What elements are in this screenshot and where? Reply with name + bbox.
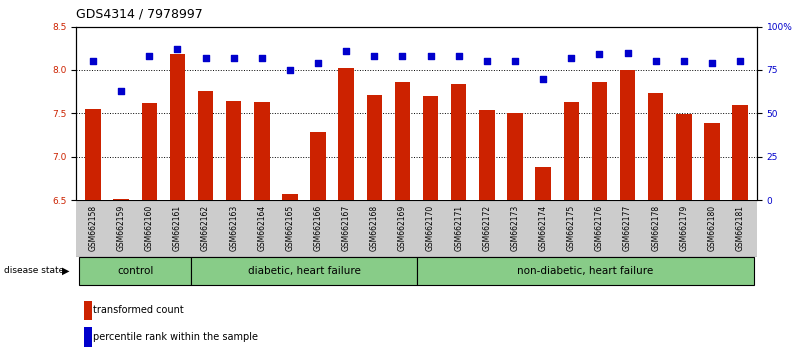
Point [537,76,549,81]
Text: GSM662173: GSM662173 [510,205,520,251]
Bar [564,102,579,200]
Text: GSM662172: GSM662172 [482,205,491,251]
Point [284,67,296,73]
Bar [254,102,269,200]
Text: disease state: disease state [4,266,64,275]
Point [425,53,437,59]
Text: GSM662165: GSM662165 [285,205,295,251]
Text: GSM662163: GSM662163 [229,205,238,251]
Text: GSM662181: GSM662181 [735,205,745,251]
Text: GSM662160: GSM662160 [145,205,154,251]
Bar [282,194,298,200]
Text: GSM662174: GSM662174 [538,205,548,251]
Point [227,55,240,61]
Text: percentile rank within the sample: percentile rank within the sample [94,332,259,342]
Text: GSM662158: GSM662158 [88,205,98,251]
Bar [198,91,213,200]
Point [706,60,718,66]
Text: ▶: ▶ [62,266,70,276]
Bar [592,82,607,200]
Text: GSM662168: GSM662168 [370,205,379,251]
Bar [417,257,754,285]
Bar [85,109,101,200]
Point [650,58,662,64]
Bar [339,68,354,200]
Bar [114,199,129,200]
Point [621,50,634,55]
Point [509,58,521,64]
Bar [451,84,466,200]
Point [143,53,155,59]
Point [115,88,127,93]
Point [199,55,212,61]
Text: GSM662170: GSM662170 [426,205,435,251]
Text: GSM662161: GSM662161 [173,205,182,251]
Point [734,58,747,64]
Point [481,58,493,64]
Point [593,51,606,57]
Text: GDS4314 / 7978997: GDS4314 / 7978997 [76,7,203,20]
Bar [732,105,748,200]
Point [87,58,99,64]
Bar [395,82,410,200]
Text: GSM662177: GSM662177 [623,205,632,251]
Bar [423,96,438,200]
Text: GSM662171: GSM662171 [454,205,463,251]
Point [453,53,465,59]
Text: GSM662179: GSM662179 [679,205,688,251]
Bar [191,257,417,285]
Bar [620,70,635,200]
Point [312,60,324,66]
Point [565,55,578,61]
Text: transformed count: transformed count [94,306,184,315]
Point [340,48,352,54]
Text: GSM662162: GSM662162 [201,205,210,251]
Bar [367,95,382,200]
Bar [676,114,691,200]
Bar [310,132,326,200]
Text: GSM662164: GSM662164 [257,205,266,251]
Text: GSM662178: GSM662178 [651,205,660,251]
Text: GSM662166: GSM662166 [313,205,323,251]
Text: control: control [117,266,153,276]
Bar [479,110,494,200]
Text: GSM662176: GSM662176 [595,205,604,251]
Bar [142,103,157,200]
Text: diabetic, heart failure: diabetic, heart failure [248,266,360,276]
Bar [535,167,551,200]
Point [396,53,409,59]
Text: GSM662175: GSM662175 [567,205,576,251]
Bar [226,101,241,200]
Text: GSM662169: GSM662169 [398,205,407,251]
Point [256,55,268,61]
Text: GSM662167: GSM662167 [342,205,351,251]
Bar [79,257,191,285]
Point [368,53,380,59]
Point [678,58,690,64]
Text: GSM662180: GSM662180 [707,205,716,251]
Bar [704,123,719,200]
Text: non-diabetic, heart failure: non-diabetic, heart failure [517,266,654,276]
Point [171,46,183,52]
Bar [170,54,185,200]
Bar [648,93,663,200]
Bar [507,113,523,200]
Text: GSM662159: GSM662159 [117,205,126,251]
